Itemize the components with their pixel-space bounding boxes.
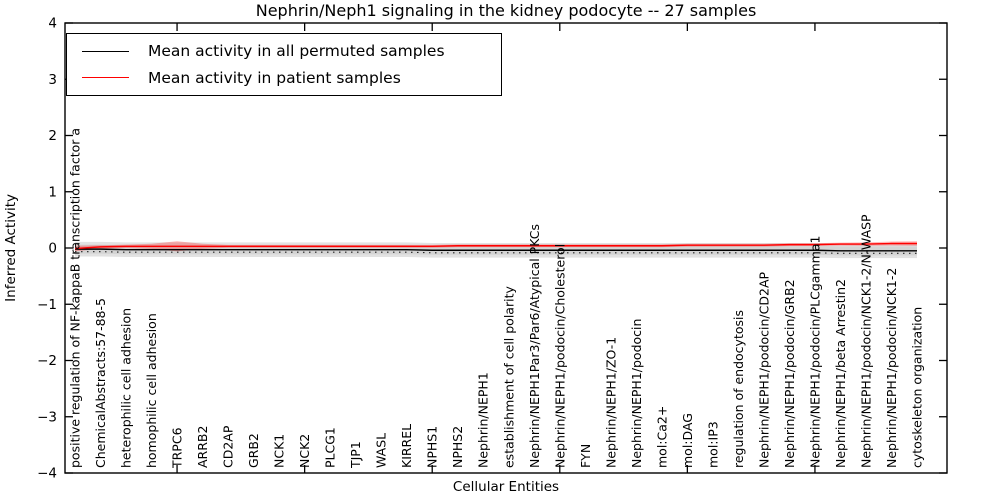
- x-tick-label: mol:DAG: [680, 413, 695, 468]
- y-tick-label: −3: [37, 409, 57, 425]
- x-tick-label: GRB2: [246, 433, 261, 468]
- patient-line: [74, 242, 917, 250]
- x-tick-label: regulation of endocytosis: [731, 310, 746, 468]
- y-tick-label: 0: [48, 241, 57, 257]
- x-tick-label: mol:Ca2+: [654, 406, 669, 468]
- legend-item-patient: Mean activity in patient samples: [82, 69, 501, 87]
- x-tick-label: WASL: [374, 433, 389, 468]
- x-tick-label: Nephrin/NEPH1/podocin/Cholesterol: [552, 244, 567, 468]
- legend-line-black-icon: [82, 50, 129, 52]
- y-tick-label: −1: [37, 297, 57, 313]
- x-tick-label: NPHS2: [450, 426, 465, 468]
- legend-label-patient: Mean activity in patient samples: [148, 68, 401, 87]
- x-tick-label: NCK1: [272, 434, 287, 468]
- x-tick-label: FYN: [578, 444, 593, 468]
- plot-frame: [64, 22, 948, 474]
- x-tick-label: cytoskeleton organization: [910, 307, 925, 468]
- x-tick-label: establishment of cell polarity: [501, 286, 516, 468]
- x-tick-label: homophilic cell adhesion: [144, 313, 159, 468]
- x-tick-label: Nephrin/NEPH1: [476, 372, 491, 468]
- x-tick-label: Nephrin/NEPH1/podocin/PLCgamma1: [807, 236, 822, 468]
- x-tick-label: Nephrin/NEPH1/podocin/NCK1-2/N-WASP: [858, 214, 873, 468]
- x-tick-label: Nephrin/NEPH1/podocin: [629, 319, 644, 468]
- x-tick-label: CD2AP: [221, 425, 236, 468]
- y-tick-label: 4: [48, 16, 57, 32]
- permuted-marker-dashes: [75, 251, 917, 254]
- legend-label-permuted: Mean activity in all permuted samples: [148, 42, 445, 61]
- x-tick-label: positive regulation of NF-kappaB transcr…: [68, 128, 83, 468]
- x-tick-label: Nephrin/NEPH1Par3/Par6/Atypical PKCs: [527, 224, 542, 468]
- x-tick-label: ChemicalAbstracts:57-88-5: [93, 298, 108, 468]
- chart-title: Nephrin/Neph1 signaling in the kidney po…: [255, 1, 757, 20]
- x-tick-label: KIRREL: [399, 424, 414, 468]
- legend-item-permuted: Mean activity in all permuted samples: [82, 42, 501, 60]
- y-tick-label: 3: [48, 72, 57, 88]
- legend: Mean activity in all permuted samples Me…: [66, 33, 502, 96]
- y-tick-label: −4: [37, 466, 57, 482]
- x-tick-label: Nephrin/NEPH1/podocin/GRB2: [782, 279, 797, 468]
- x-tick-label: mol:IP3: [705, 421, 720, 468]
- y-tick-label: −2: [37, 353, 57, 369]
- permuted-line: [75, 248, 917, 252]
- x-tick-label: Nephrin/NEPH1/ZO-1: [603, 337, 618, 468]
- x-tick-label: NCK2: [297, 434, 312, 468]
- x-tick-label: Nephrin/NEPH1/podocin/NCK1-2: [884, 268, 899, 468]
- y-tick-label: 2: [48, 128, 57, 144]
- x-tick-label: NPHS1: [425, 426, 440, 468]
- x-tick-label: Nephrin/NEPH1/beta Arrestin2: [833, 279, 848, 468]
- x-tick-label: heterophilic cell adhesion: [119, 308, 134, 468]
- x-tick-label: TRPC6: [170, 427, 185, 469]
- x-axis-label: Cellular Entities: [452, 479, 560, 495]
- y-tick-label: 1: [48, 184, 57, 200]
- x-tick-label: PLCG1: [323, 427, 338, 468]
- x-tick-label: ARRB2: [195, 426, 210, 468]
- legend-line-red-icon: [82, 77, 129, 79]
- x-tick-label: Nephrin/NEPH1/podocin/CD2AP: [756, 272, 771, 468]
- x-tick-label: TJP1: [348, 441, 363, 469]
